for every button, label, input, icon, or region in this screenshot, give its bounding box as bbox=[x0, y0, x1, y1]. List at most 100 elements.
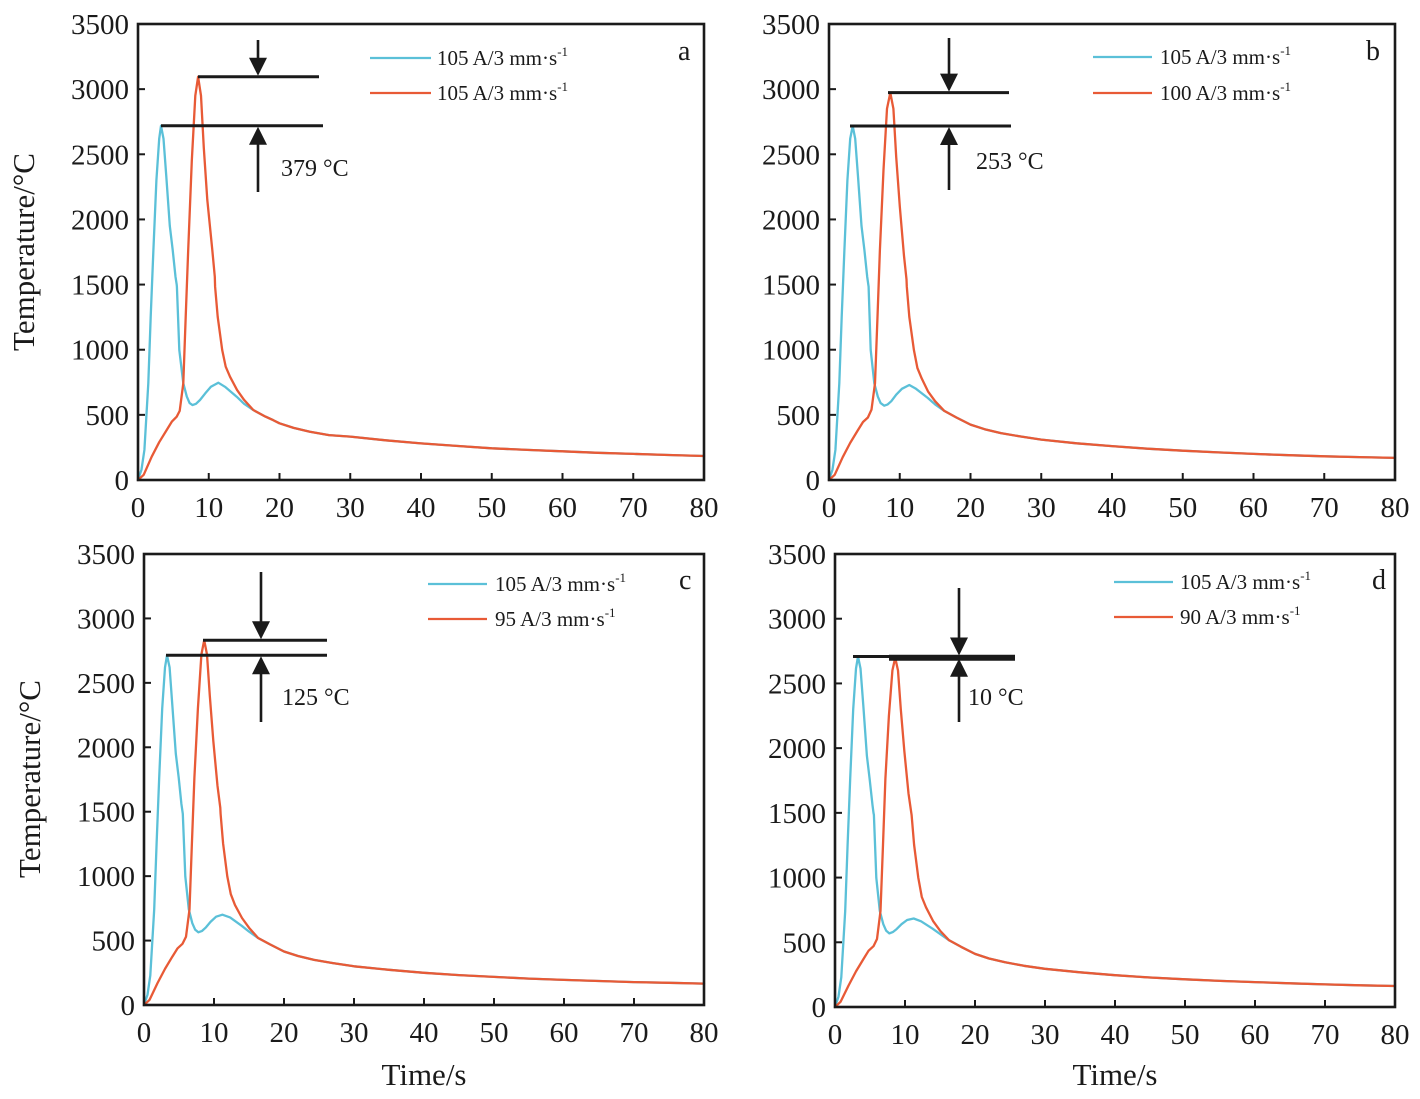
x-tick-label: 40 bbox=[1098, 492, 1127, 524]
panel-d: Time/s d 10 °C 0 10 20 30 40 50 60 70 80 0 500 1000… bbox=[768, 539, 1410, 1092]
panel-letter: b bbox=[1366, 36, 1380, 67]
legend-label-main: 95 A/3 mm·s bbox=[495, 607, 605, 631]
y-axis-title: Temperature/°C bbox=[12, 680, 47, 878]
legend-label-main: 105 A/3 mm·s bbox=[1160, 45, 1280, 69]
y-tick-label: 2500 bbox=[762, 139, 820, 171]
x-tick-label: 30 bbox=[336, 492, 365, 524]
arrow-up-icon bbox=[950, 658, 968, 677]
legend-label-main: 105 A/3 mm·s bbox=[1180, 570, 1300, 594]
series-line-comparison bbox=[833, 656, 1397, 1009]
x-tick-label: 20 bbox=[270, 1017, 299, 1049]
x-tick-label: 40 bbox=[407, 492, 436, 524]
arrow-down-icon bbox=[249, 57, 267, 76]
x-tick-label: 0 bbox=[828, 1019, 843, 1051]
plot-frame bbox=[142, 552, 706, 1007]
y-tick-label: 500 bbox=[92, 926, 136, 958]
y-tick-label: 3500 bbox=[762, 9, 820, 41]
legend-label-superscript: -1 bbox=[615, 570, 626, 585]
y-tick-label: 3000 bbox=[762, 74, 820, 106]
x-tick-label: 80 bbox=[1381, 1019, 1410, 1051]
x-tick-label: 20 bbox=[956, 492, 985, 524]
legend-label-main: 105 A/3 mm·s bbox=[495, 572, 615, 596]
legend-label-main: 105 A/3 mm·s bbox=[437, 46, 557, 70]
y-tick-label: 2500 bbox=[77, 668, 135, 700]
legend-label-superscript: -1 bbox=[1290, 603, 1301, 618]
x-tick-label: 0 bbox=[822, 492, 837, 524]
legend-label-superscript: -1 bbox=[557, 79, 568, 94]
x-tick-label: 70 bbox=[619, 492, 648, 524]
y-tick-label: 500 bbox=[777, 400, 821, 432]
legend-label-main: 100 A/3 mm·s bbox=[1160, 81, 1280, 105]
panel-letter: d bbox=[1372, 565, 1386, 596]
x-tick-label: 70 bbox=[1310, 492, 1339, 524]
series-group bbox=[833, 655, 1397, 1009]
annotation-label: 10 °C bbox=[968, 685, 1024, 711]
y-tick-label: 1000 bbox=[762, 335, 820, 367]
legend-label: 105 A/3 mm·s-1 bbox=[495, 570, 626, 596]
series-line-reference bbox=[833, 655, 1397, 1009]
legend-label: 100 A/3 mm·s-1 bbox=[1160, 79, 1291, 105]
y-tick-label: 3500 bbox=[768, 539, 826, 571]
plot-frame bbox=[833, 552, 1397, 1009]
legend-label: 95 A/3 mm·s-1 bbox=[495, 605, 616, 631]
x-tick-label: 40 bbox=[1101, 1019, 1130, 1051]
x-tick-label: 0 bbox=[137, 1017, 152, 1049]
y-tick-label: 0 bbox=[812, 992, 827, 1024]
x-tick-label: 20 bbox=[961, 1019, 990, 1051]
legend-label-superscript: -1 bbox=[605, 605, 616, 620]
x-tick-label: 60 bbox=[548, 492, 577, 524]
y-tick-label: 2500 bbox=[768, 668, 826, 700]
x-axis-title: Time/s bbox=[1072, 1057, 1157, 1092]
panel-b: b 253 °C 0 10 20 30 40 50 60 70 80 0 500 1000 1500 20… bbox=[762, 9, 1410, 524]
legend-label: 105 A/3 mm·s-1 bbox=[437, 44, 568, 70]
x-tick-label: 40 bbox=[410, 1017, 439, 1049]
y-tick-label: 2000 bbox=[768, 733, 826, 765]
y-tick-label: 3000 bbox=[768, 604, 826, 636]
x-tick-label: 60 bbox=[1241, 1019, 1270, 1051]
annotation-label: 253 °C bbox=[976, 149, 1044, 175]
series-line-comparison bbox=[136, 75, 706, 482]
x-tick-label: 30 bbox=[340, 1017, 369, 1049]
x-tick-label: 10 bbox=[200, 1017, 229, 1049]
series-line-reference bbox=[827, 124, 1397, 482]
x-tick-label: 10 bbox=[885, 492, 914, 524]
y-tick-label: 500 bbox=[86, 400, 130, 432]
legend-label: 90 A/3 mm·s-1 bbox=[1180, 603, 1301, 629]
legend-label-main: 105 A/3 mm·s bbox=[437, 81, 557, 105]
y-tick-label: 2000 bbox=[71, 204, 129, 236]
legend-label-superscript: -1 bbox=[1280, 43, 1291, 58]
legend-label-superscript: -1 bbox=[557, 44, 568, 59]
legend-label-main: 90 A/3 mm·s bbox=[1180, 605, 1290, 629]
y-tick-label: 1500 bbox=[762, 270, 820, 302]
panel-letter: c bbox=[679, 565, 691, 596]
y-tick-label: 1500 bbox=[71, 270, 129, 302]
x-tick-label: 30 bbox=[1031, 1019, 1060, 1051]
y-tick-label: 0 bbox=[806, 465, 821, 497]
arrow-up-icon bbox=[249, 126, 267, 145]
x-tick-label: 0 bbox=[131, 492, 146, 524]
y-tick-label: 1500 bbox=[77, 797, 135, 829]
panel-letter: a bbox=[678, 36, 691, 67]
y-tick-label: 1500 bbox=[768, 798, 826, 830]
x-axis-title: Time/s bbox=[381, 1057, 466, 1092]
legend-label: 105 A/3 mm·s-1 bbox=[1160, 43, 1291, 69]
annotation-label: 379 °C bbox=[281, 156, 349, 182]
y-tick-label: 3000 bbox=[77, 603, 135, 635]
legend-label-superscript: -1 bbox=[1300, 568, 1311, 583]
y-tick-label: 1000 bbox=[77, 861, 135, 893]
legend-label: 105 A/3 mm·s-1 bbox=[437, 79, 568, 105]
y-tick-label: 3000 bbox=[71, 74, 129, 106]
x-tick-label: 50 bbox=[1171, 1019, 1200, 1051]
legend-label: 105 A/3 mm·s-1 bbox=[1180, 568, 1311, 594]
x-tick-label: 60 bbox=[550, 1017, 579, 1049]
arrow-up-icon bbox=[252, 656, 270, 675]
x-tick-label: 30 bbox=[1027, 492, 1056, 524]
y-axis-title: Temperature/°C bbox=[6, 153, 41, 351]
y-tick-label: 500 bbox=[783, 927, 827, 959]
x-tick-label: 10 bbox=[891, 1019, 920, 1051]
x-tick-label: 50 bbox=[477, 492, 506, 524]
x-tick-label: 50 bbox=[1168, 492, 1197, 524]
y-tick-label: 3500 bbox=[77, 539, 135, 571]
series-line-reference bbox=[142, 654, 706, 1007]
